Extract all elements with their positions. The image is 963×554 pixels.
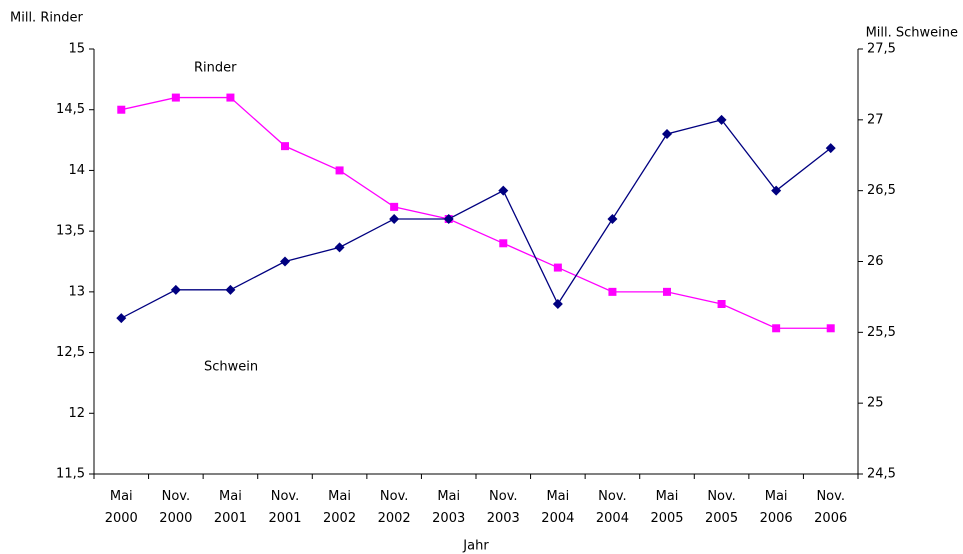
x-axis-label: Jahr (462, 539, 489, 554)
y-tick-label: 14,5 (56, 102, 85, 117)
annotation: Rinder (194, 61, 237, 76)
y-tick-label: 12 (68, 406, 85, 421)
marker (226, 93, 235, 102)
y2-tick-label: 24,5 (867, 467, 896, 482)
series-line (120, 119, 832, 319)
x-tick-label: Mai 2002 (323, 489, 356, 526)
y2-tick-label: 27 (867, 112, 884, 127)
marker (771, 185, 782, 196)
x-tick-label: Nov. 2000 (159, 489, 192, 526)
marker (116, 313, 127, 324)
x-tick-label: Nov. 2001 (268, 489, 301, 526)
y-tick-label: 13,5 (56, 224, 85, 239)
y2-tick-label: 26,5 (867, 183, 896, 198)
marker (499, 239, 508, 248)
marker (335, 166, 344, 175)
marker (608, 287, 617, 296)
x-tick-label: Nov. 2006 (814, 489, 847, 526)
annotation: Schwein (204, 360, 258, 375)
y2-tick-label: 26 (867, 254, 884, 269)
marker (389, 214, 400, 224)
marker (662, 129, 672, 139)
marker (663, 287, 671, 296)
marker (826, 324, 835, 333)
x-tick-label: Mai 2003 (432, 489, 465, 526)
x-tick-label: Mai 2006 (760, 489, 793, 526)
marker (717, 300, 726, 308)
marker (170, 284, 181, 295)
y-tick-label: 11,5 (56, 467, 85, 482)
y-tick-label: 12,5 (56, 345, 85, 360)
marker (280, 256, 290, 267)
y-tick-label: 13 (68, 284, 85, 299)
marker (607, 214, 618, 224)
marker (825, 143, 836, 154)
y-tick-label: 15 (68, 42, 85, 57)
marker (117, 105, 126, 114)
y-tick-label: 14 (68, 163, 85, 178)
marker (772, 324, 781, 333)
x-tick-label: Mai 2004 (541, 489, 574, 526)
x-tick-label: Nov. 2004 (596, 489, 629, 526)
marker (553, 263, 562, 272)
x-tick-label: Nov. 2002 (378, 489, 411, 526)
marker (716, 114, 727, 125)
y2-tick-label: 27,5 (867, 42, 896, 57)
x-tick-label: Mai 2005 (650, 489, 683, 526)
x-tick-label: Mai 2001 (214, 489, 247, 526)
x-tick-label: Nov. 2005 (705, 489, 738, 526)
y-axis-label: Mill. Rinder (10, 11, 83, 26)
marker (225, 284, 236, 295)
x-tick-label: Mai 2000 (105, 489, 138, 526)
marker (552, 299, 563, 309)
marker (334, 242, 345, 253)
y2-tick-label: 25,5 (867, 325, 896, 340)
marker (390, 202, 399, 211)
y2-tick-label: 25 (867, 396, 884, 411)
marker (443, 214, 454, 224)
x-tick-label: Nov. 2003 (487, 489, 520, 526)
marker (498, 185, 509, 196)
y2-axis-label: Mill. Schweine (866, 26, 958, 41)
marker (171, 93, 180, 102)
series-line (121, 96, 831, 329)
marker (281, 142, 289, 151)
